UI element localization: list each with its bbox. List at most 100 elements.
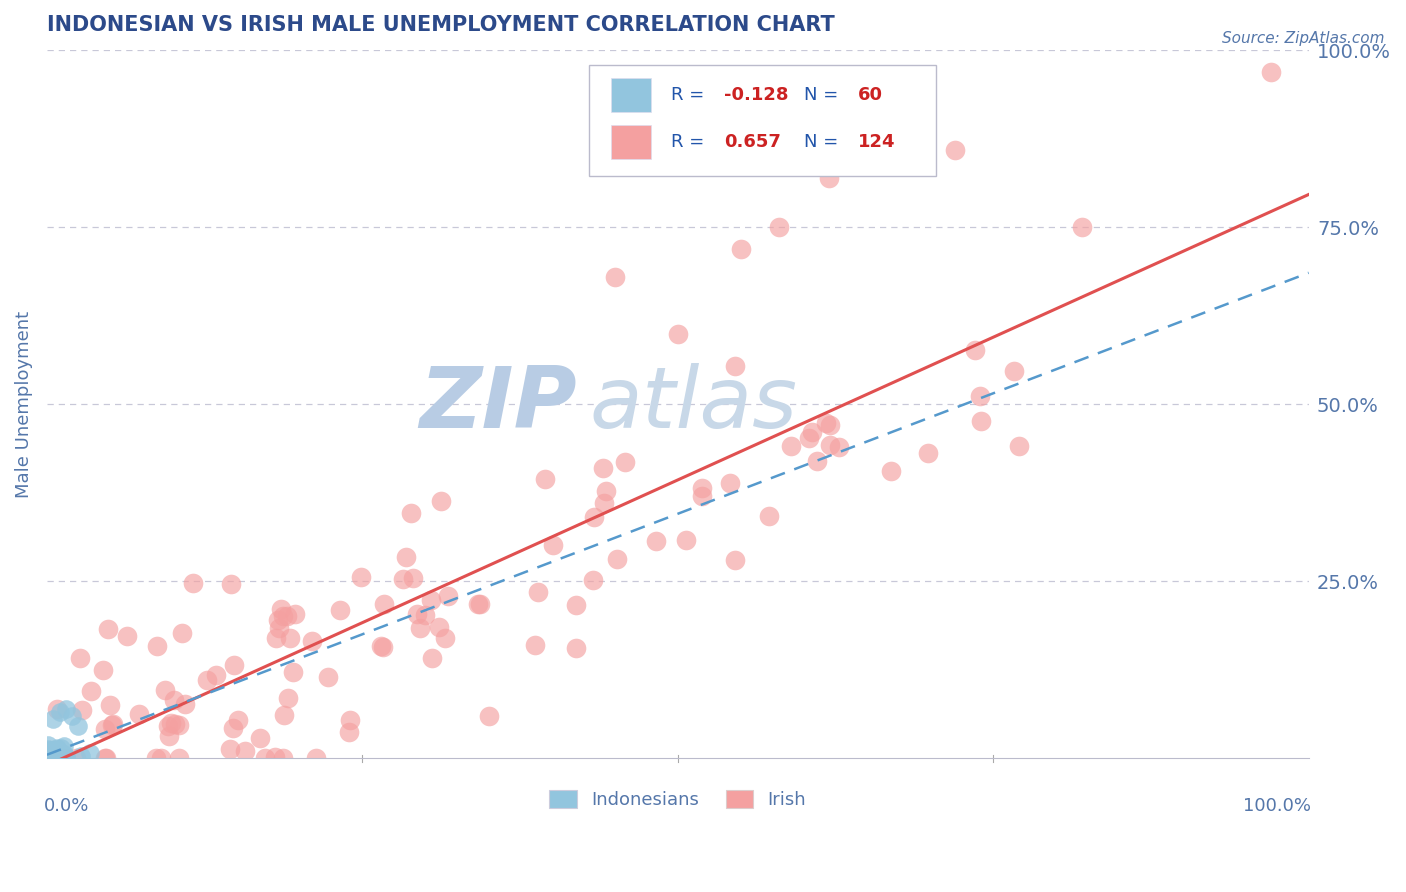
Text: R =: R = [672,86,710,104]
Point [55,751,77,765]
Point [195,673,218,687]
Point [420,592,443,607]
Point [818,438,841,452]
Point [96,750,118,764]
Text: -0.128: -0.128 [724,86,789,104]
Point [413,608,436,623]
Text: 60: 60 [858,86,883,104]
Point [93,663,115,677]
Point [173,697,195,711]
Point [167,717,190,731]
Point [94,750,117,764]
Text: INDONESIAN VS IRISH MALE UNEMPLOYMENT CORRELATION CHART: INDONESIAN VS IRISH MALE UNEMPLOYMENT CO… [46,15,835,35]
Point [273,707,295,722]
Point [55,750,77,764]
Point [39,750,62,764]
Point [541,537,564,551]
Point [101,717,124,731]
Point [39,747,62,761]
Point [46,702,69,716]
Text: R =: R = [672,134,710,152]
Point [79,746,101,760]
Point [145,750,167,764]
Bar [610,78,651,112]
Point [48,751,70,765]
Point [157,730,180,744]
Text: 0.0%: 0.0% [45,797,90,815]
Point [44,748,66,763]
Point [278,631,301,645]
Point [49,747,72,762]
Point [38,747,60,761]
Point [965,343,987,357]
Point [39,751,62,765]
Point [780,439,803,453]
Point [55,750,77,764]
Legend: Indonesians, Irish: Indonesians, Irish [543,783,813,816]
Point [395,549,418,564]
Point [45,740,67,755]
Point [97,622,120,636]
Point [690,490,713,504]
Point [409,621,432,635]
Point [41,742,63,756]
Point [149,750,172,764]
Point [38,748,60,763]
Point [614,455,637,469]
Point [53,739,76,753]
Point [534,472,557,486]
Point [758,509,780,524]
Point [349,570,371,584]
Point [603,270,626,285]
Point [370,640,392,654]
Point [582,573,605,587]
Point [593,496,616,510]
Point [606,551,628,566]
Point [392,572,415,586]
Point [249,731,271,745]
Point [233,743,256,757]
Point [41,750,63,764]
Point [115,629,138,643]
Text: 0.657: 0.657 [724,134,782,152]
Point [39,748,62,763]
Point [38,747,60,762]
Point [39,744,62,758]
Point [276,608,298,623]
Point [371,640,394,654]
Point [167,750,190,764]
Point [478,709,501,723]
Point [103,717,125,731]
Point [1002,364,1025,378]
Point [730,242,752,256]
Point [690,481,713,495]
Point [828,440,851,454]
Point [41,748,63,763]
Point [70,703,93,717]
Text: 124: 124 [858,134,896,152]
Point [53,748,76,763]
Point [429,493,451,508]
Point [675,533,697,547]
FancyBboxPatch shape [589,64,936,177]
Point [284,607,307,622]
Point [160,716,183,731]
Point [969,389,991,403]
Point [53,747,76,761]
Point [46,750,69,764]
Point [156,719,179,733]
Point [46,741,69,756]
Point [724,359,747,373]
Point [37,750,59,764]
Point [565,640,588,655]
Point [271,609,294,624]
Point [1070,220,1092,235]
Point [467,598,489,612]
Point [49,745,72,759]
Point [35,750,58,764]
Point [48,706,70,720]
Point [55,702,77,716]
Point [80,684,103,698]
Point [301,633,323,648]
Point [420,650,443,665]
